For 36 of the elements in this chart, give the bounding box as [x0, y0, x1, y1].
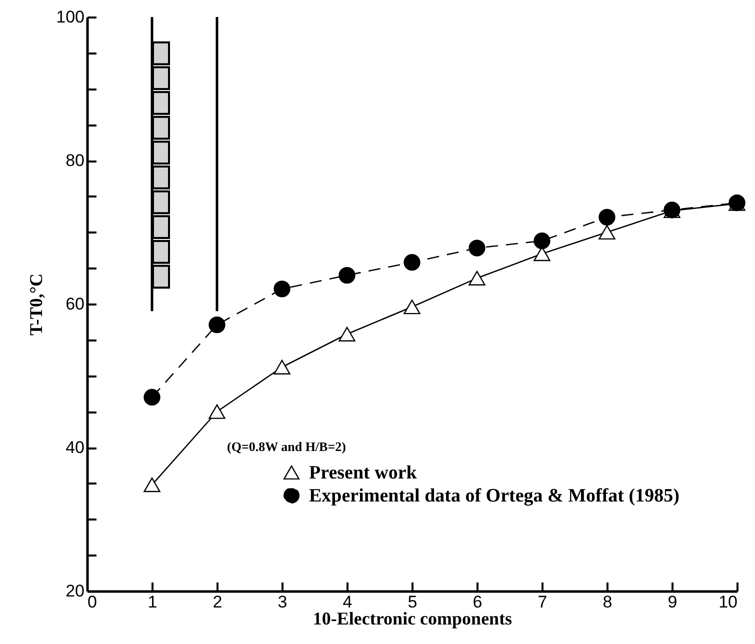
point	[274, 360, 290, 374]
x-tick-label: 4	[342, 592, 352, 612]
y-axis-title: T-T0,°C	[26, 273, 46, 336]
point	[144, 478, 160, 492]
point	[534, 232, 550, 250]
y-tick-label: 100	[56, 8, 84, 26]
point	[338, 326, 356, 342]
y-tick-label: 20	[66, 582, 84, 600]
point	[274, 280, 290, 298]
point	[208, 404, 226, 419]
legend-label: Present work	[309, 462, 418, 484]
annotation: (Q=0.8W and H/B=2)	[227, 439, 346, 454]
point	[144, 388, 160, 406]
point	[208, 316, 226, 334]
y-tick-label: 80	[66, 151, 84, 170]
point	[404, 300, 420, 314]
point	[598, 224, 616, 240]
x-tick-label: 1	[148, 592, 158, 612]
x-tick-label: 10	[718, 592, 738, 612]
point	[468, 270, 486, 286]
point	[404, 254, 420, 271]
x-tick-label: 3	[278, 592, 288, 612]
x-tick-label: 9	[668, 592, 678, 612]
point	[598, 208, 616, 226]
point	[468, 240, 486, 256]
y-tick-label: 60	[66, 294, 84, 314]
x-tick-label: 0	[88, 592, 97, 612]
point	[338, 266, 356, 284]
y-tick-label: 40	[66, 438, 84, 457]
x-axis-title: 10-Electronic components	[312, 608, 512, 628]
x-tick-label: 5	[408, 592, 418, 612]
legend-label: Experimental data of Ortega & Moffat (1985)	[309, 486, 680, 506]
x-tick-label: 8	[602, 592, 612, 612]
x-tick-label: 2	[212, 592, 222, 612]
x-tick-label: 6	[472, 592, 482, 612]
x-tick-label: 7	[538, 592, 548, 612]
